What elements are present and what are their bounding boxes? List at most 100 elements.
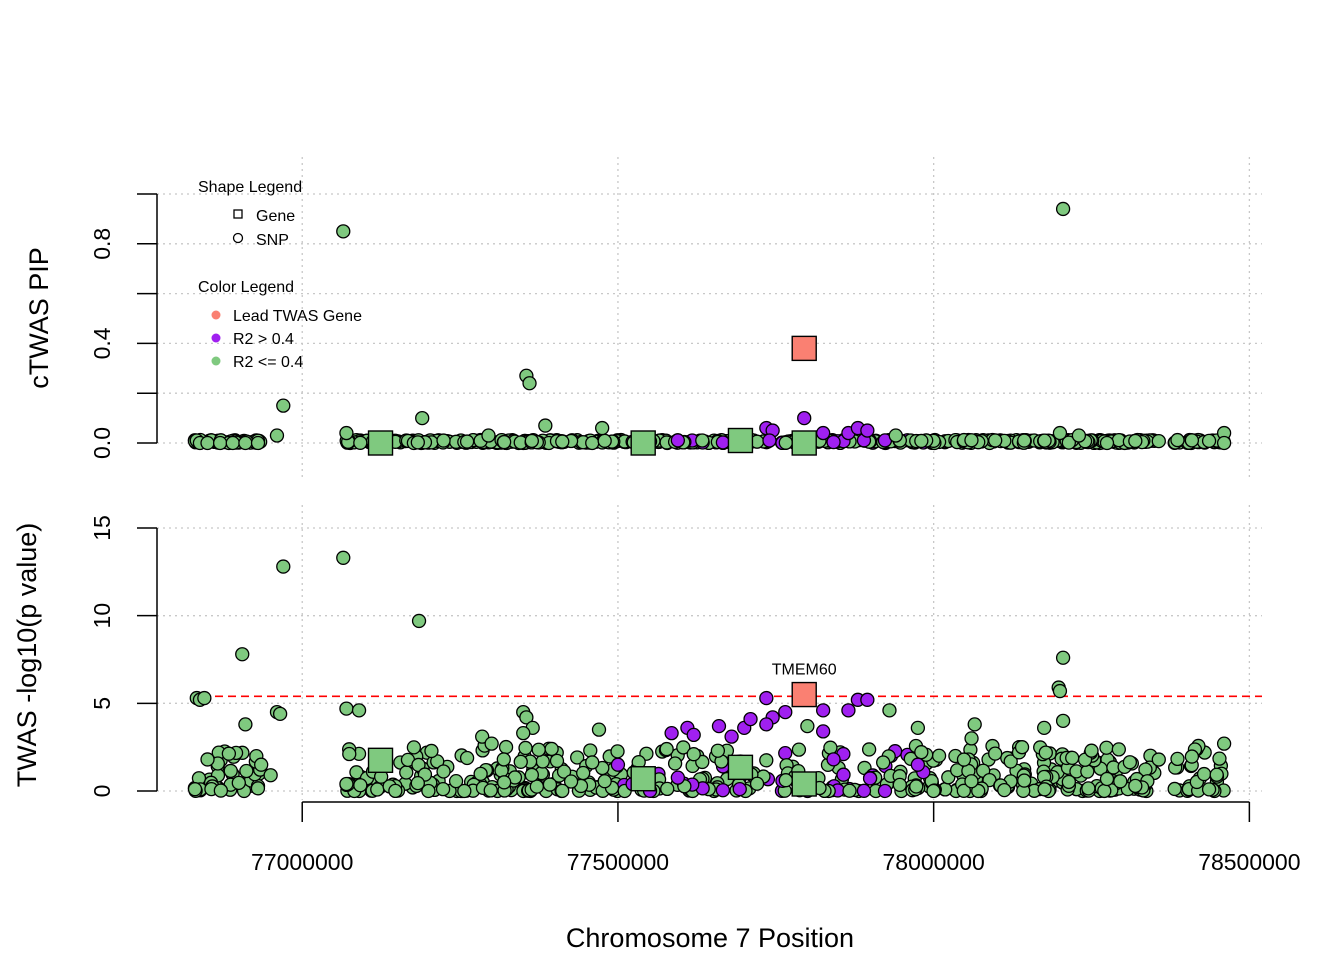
snp-point: [892, 777, 907, 793]
snp-point: [483, 783, 498, 798]
snp-point: [749, 776, 765, 791]
snp-point: [388, 783, 403, 799]
snp-point: [1113, 774, 1128, 789]
snp-point: [576, 765, 591, 781]
pip-y-tick-label: 0.0: [89, 427, 115, 459]
pip-y-tick-label: 0.8: [89, 228, 115, 260]
snp-point: [591, 722, 607, 737]
snp-point: [263, 768, 278, 783]
snp-circle-icon: [232, 232, 244, 244]
high-r2-color-icon: [211, 333, 221, 343]
snp-point: [336, 550, 351, 565]
legend-label-low-r2: R2 <= 0.4: [233, 354, 303, 371]
snp-point: [339, 776, 354, 792]
snp-point-high-r2: [610, 757, 626, 772]
snp-point: [876, 755, 891, 770]
snp-point: [670, 433, 686, 448]
snp-point: [1052, 683, 1068, 699]
x-tick-label: 77000000: [251, 849, 353, 875]
snp-point: [823, 740, 838, 755]
legend-label-snp: SNP: [256, 232, 289, 249]
twas-y-axis: 0 5 10 15: [89, 515, 158, 798]
gene-square: [630, 430, 656, 456]
snp-point: [524, 433, 539, 449]
snp-point-high-r2: [724, 729, 739, 744]
snp-point: [1099, 771, 1115, 787]
snp-point: [197, 690, 212, 706]
snp-point: [836, 767, 851, 782]
snp-point: [531, 742, 546, 757]
twas-y-tick-label: 10: [89, 603, 115, 629]
snp-point: [791, 742, 807, 757]
snp-point: [1122, 755, 1138, 770]
snp-point: [235, 647, 250, 662]
snp-point: [339, 425, 354, 441]
snp-point: [1196, 766, 1212, 782]
snp-point: [436, 764, 451, 779]
snp-point-high-r2: [816, 724, 831, 739]
snp-point: [200, 435, 215, 451]
snp-point: [1201, 433, 1217, 449]
snp-point: [1037, 433, 1052, 448]
snp-point: [555, 434, 570, 449]
snp-point-high-r2: [664, 725, 679, 741]
snp-point: [715, 435, 731, 450]
snp-point: [399, 765, 414, 780]
snp-point: [1097, 783, 1112, 799]
twas-y-tick-label: 0: [89, 785, 115, 798]
snp-point: [1170, 751, 1185, 767]
snp-point: [231, 775, 246, 791]
snp-point: [473, 766, 488, 782]
snp-point: [1099, 435, 1115, 451]
snp-point: [842, 783, 857, 798]
snp-point: [213, 783, 229, 798]
snp-point: [272, 706, 288, 722]
snp-point: [1017, 433, 1032, 448]
snp-point: [964, 774, 979, 789]
snp-point: [410, 775, 425, 791]
snp-point: [1052, 425, 1068, 441]
snp-point: [1061, 435, 1076, 450]
snp-point: [715, 783, 731, 798]
snp-point: [595, 420, 610, 436]
snp-point: [1170, 432, 1185, 448]
snp-point: [239, 763, 254, 779]
snp-point: [914, 745, 929, 760]
snp-point: [238, 435, 253, 451]
snp-point-high-r2: [686, 727, 701, 743]
snp-point-high-r2: [797, 410, 812, 426]
snp-point: [411, 613, 427, 629]
lead-gene-color-icon: [211, 310, 221, 320]
snp-point: [1184, 749, 1200, 764]
snp-point: [424, 743, 439, 759]
snp-point: [353, 435, 368, 450]
gene-square: [791, 771, 817, 797]
snp-point: [498, 739, 514, 755]
gene-square: [630, 766, 656, 792]
snp-point: [459, 434, 475, 449]
snp-point: [481, 428, 496, 443]
snp-point: [1184, 433, 1200, 448]
snp-point: [926, 783, 941, 799]
snp-point: [856, 783, 872, 798]
pip-marks: [189, 201, 1232, 456]
x-tick-label: 78000000: [882, 849, 984, 875]
snp-point: [435, 781, 451, 797]
snp-point: [800, 718, 815, 734]
x-tick-label: 78500000: [1198, 849, 1300, 875]
snp-point: [570, 750, 585, 765]
snp-point: [524, 767, 539, 783]
snp-point: [212, 435, 228, 451]
gene-square: [367, 747, 394, 774]
snp-point: [660, 781, 675, 797]
snp-point: [519, 710, 534, 725]
snp-point: [353, 778, 368, 793]
snp-point: [888, 428, 903, 443]
snp-point: [496, 775, 512, 790]
snp-point: [1099, 740, 1114, 755]
snp-point: [1128, 433, 1143, 449]
gene-square: [727, 427, 754, 454]
snp-point: [223, 763, 238, 779]
low-r2-color-icon: [211, 356, 221, 366]
snp-point-high-r2: [910, 757, 926, 772]
